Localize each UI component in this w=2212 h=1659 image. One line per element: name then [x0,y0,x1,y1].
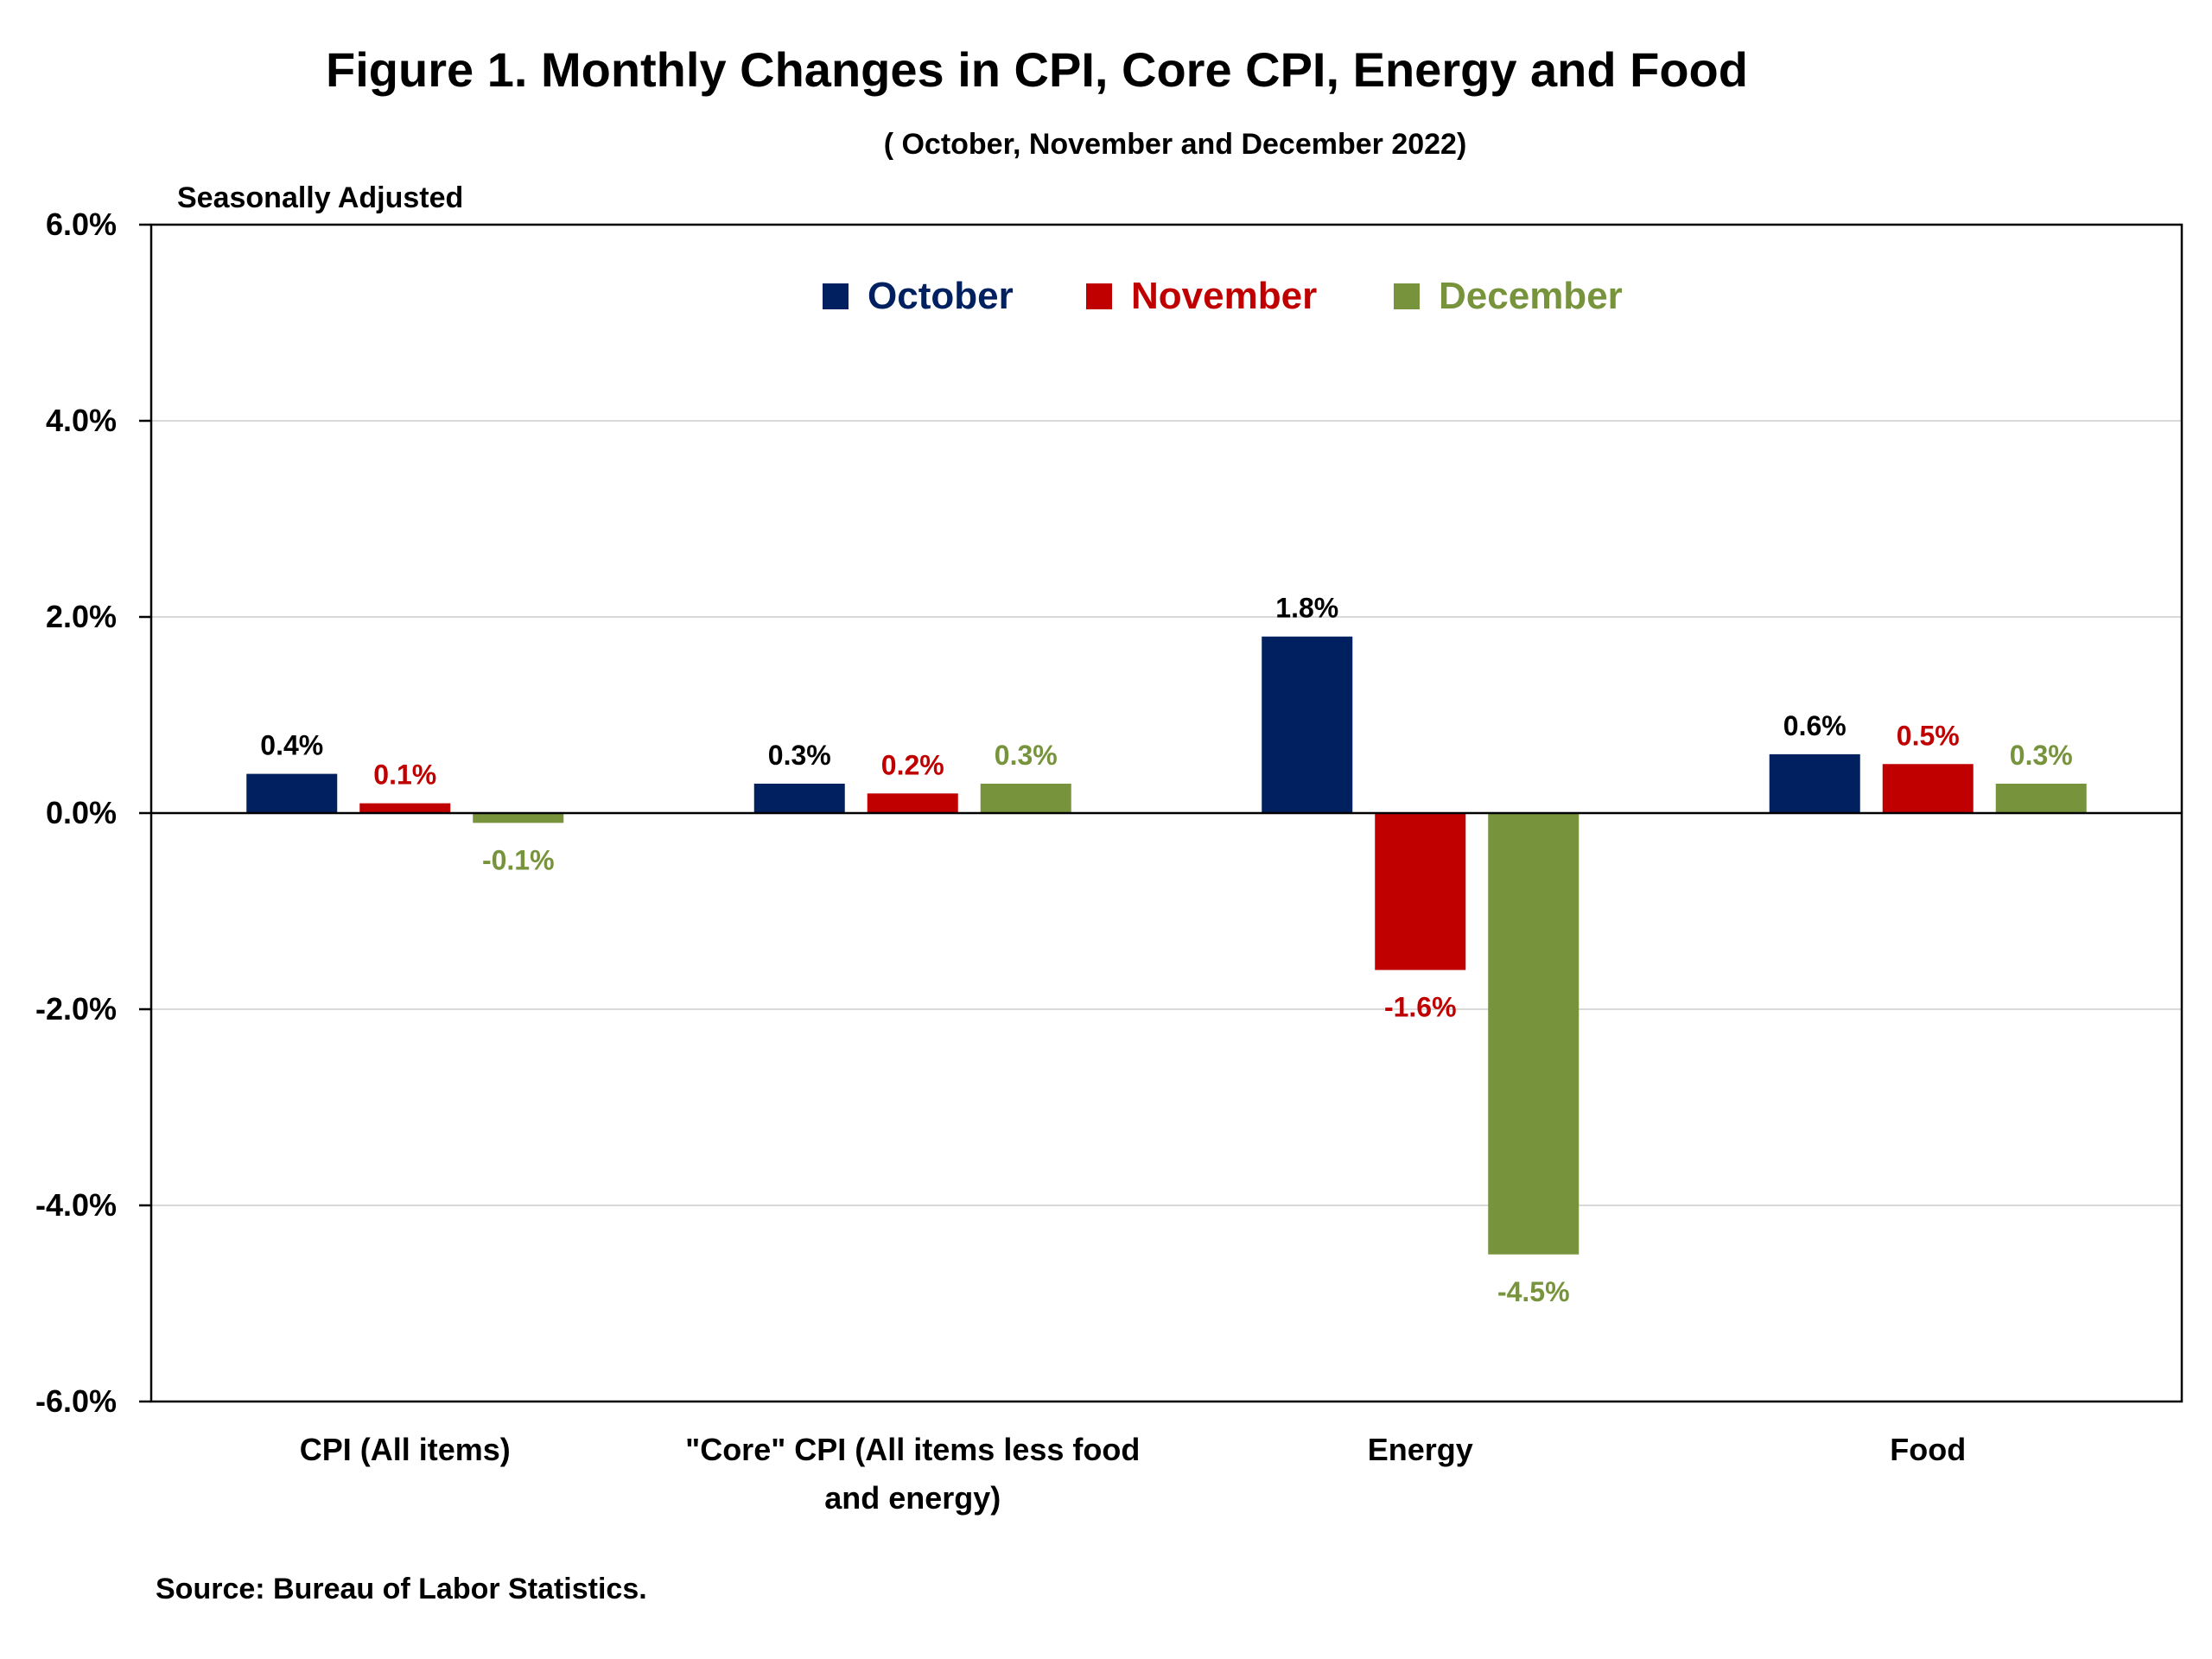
y-tick-label: 4.0% [46,403,117,438]
bar-october-0 [246,773,338,813]
bar-november-1 [867,793,958,813]
x-category-label: and energy) [824,1480,1001,1516]
data-label-october-2: 1.8% [1275,593,1338,624]
x-category-label: Energy [1368,1432,1473,1467]
x-axis-labels: CPI (All items) "Core" CPI (All items les… [300,1432,1967,1516]
data-label-october-0: 0.4% [260,730,323,761]
bar-december-3 [1995,783,2087,813]
source-note: Source: Bureau of Labor Statistics. [156,1573,647,1605]
legend-swatch-november [1086,283,1112,309]
y-tick-label: 0.0% [46,795,117,830]
gridlines [151,420,2182,1206]
bar-december-0 [473,813,564,823]
data-label-december-1: 0.3% [995,740,1058,771]
legend-label-december: December [1439,275,1623,317]
y-tick-label: 2.0% [46,599,117,634]
chart-subtitle: ( October, November and December 2022) [884,128,1467,161]
data-label-december-2: -4.5% [1497,1276,1570,1307]
x-category-label: "Core" CPI (All items less food [685,1432,1140,1467]
legend-swatch-december [1394,283,1420,309]
x-category-label: Food [1890,1432,1966,1467]
y-axis-ticks: 6.0% 4.0% 2.0% 0.0% -2.0% -4.0% -6.0% [35,207,151,1419]
data-label-october-1: 0.3% [768,740,831,771]
y-tick-label: -2.0% [35,991,117,1027]
data-label-november-1: 0.2% [881,749,944,780]
data-label-november-2: -1.6% [1384,992,1457,1023]
bar-december-2 [1488,813,1580,1255]
legend: October November December [823,275,1623,317]
bar-october-1 [753,783,845,813]
legend-label-october: October [868,275,1014,317]
legend-label-november: November [1131,275,1317,317]
bar-december-1 [980,783,1071,813]
bar-october-3 [1769,753,1860,813]
data-label-november-3: 0.5% [1897,720,1960,751]
data-label-november-0: 0.1% [373,760,436,791]
bar-november-0 [359,803,451,813]
x-category-label: CPI (All items) [300,1432,511,1467]
data-labels: 0.4% 0.1% -0.1% 0.3% 0.2% 0.3% 1.8% -1.6% -4.5% 0… [260,593,2072,1307]
y-tick-label: -6.0% [35,1383,117,1419]
bars [246,636,2087,1255]
bar-october-2 [1262,636,1353,813]
data-label-december-3: 0.3% [2010,740,2073,771]
chart-title: Figure 1. Monthly Changes in CPI, Core C… [326,42,1748,97]
bar-november-2 [1375,813,1466,970]
y-tick-label: 6.0% [46,207,117,242]
bar-november-3 [1882,764,1974,813]
y-axis-title: Seasonally Adjusted [177,181,463,214]
data-label-october-3: 0.6% [1783,710,1847,741]
data-label-december-0: -0.1% [482,844,555,875]
legend-swatch-october [823,283,849,309]
y-tick-label: -4.0% [35,1187,117,1223]
